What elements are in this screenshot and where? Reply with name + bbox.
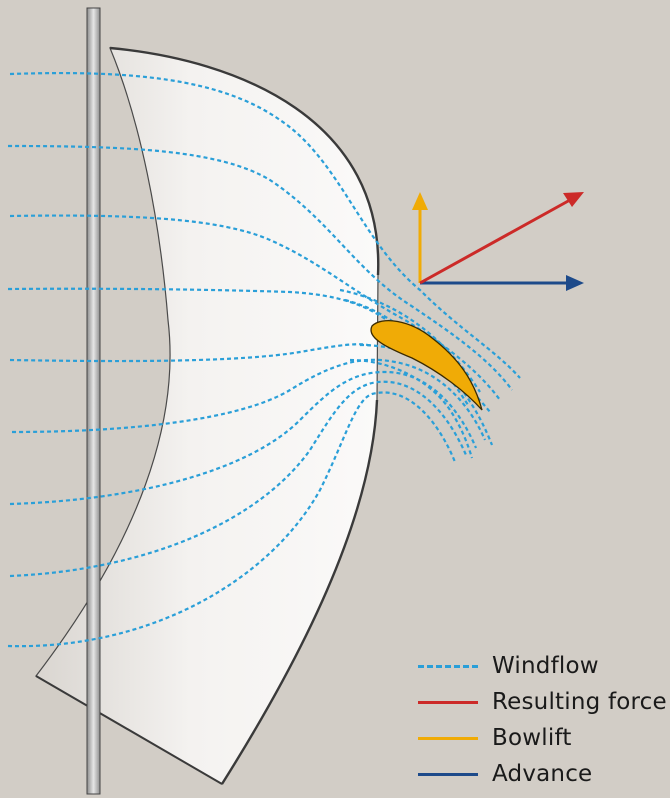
resulting-force-arrowhead	[563, 192, 584, 207]
legend-item-resulting-force: Resulting force	[418, 684, 670, 720]
windflow-line	[339, 288, 481, 393]
windflow-line	[9, 214, 501, 401]
legend-swatch-bowlift	[418, 736, 478, 740]
legend-label: Resulting force	[492, 689, 667, 715]
windflow-line	[349, 358, 474, 459]
legend-item-advance: Advance	[418, 756, 670, 792]
bowlift-foil	[370, 320, 483, 411]
windflow-line	[9, 343, 373, 363]
windflow-line	[7, 144, 513, 391]
windflow-line	[9, 380, 468, 578]
legend-item-bowlift: Bowlift	[418, 720, 670, 756]
legend-swatch-advance	[418, 772, 478, 776]
legend-item-windflow: Windflow	[418, 648, 670, 684]
resulting-force-vector	[419, 198, 571, 285]
sail-leech-edge	[109, 46, 380, 785]
windflow-line	[7, 391, 457, 648]
sail-foot-edge	[35, 675, 223, 785]
windflow-line	[11, 358, 487, 441]
force-vectors	[412, 192, 584, 291]
legend-label: Bowlift	[492, 725, 572, 751]
advance-arrowhead	[566, 275, 584, 291]
bowlift-arrowhead	[412, 192, 428, 210]
windflow-lines	[7, 72, 521, 648]
windflow-line	[9, 72, 521, 379]
legend-label: Windflow	[492, 653, 599, 679]
legend-swatch-windflow	[418, 664, 478, 668]
legend-swatch-resulting-force	[418, 700, 478, 704]
legend: Windflow Resulting force Bowlift Advance	[418, 648, 670, 792]
windflow-line	[9, 370, 478, 506]
mast	[86, 7, 101, 795]
legend-label: Advance	[492, 761, 593, 787]
